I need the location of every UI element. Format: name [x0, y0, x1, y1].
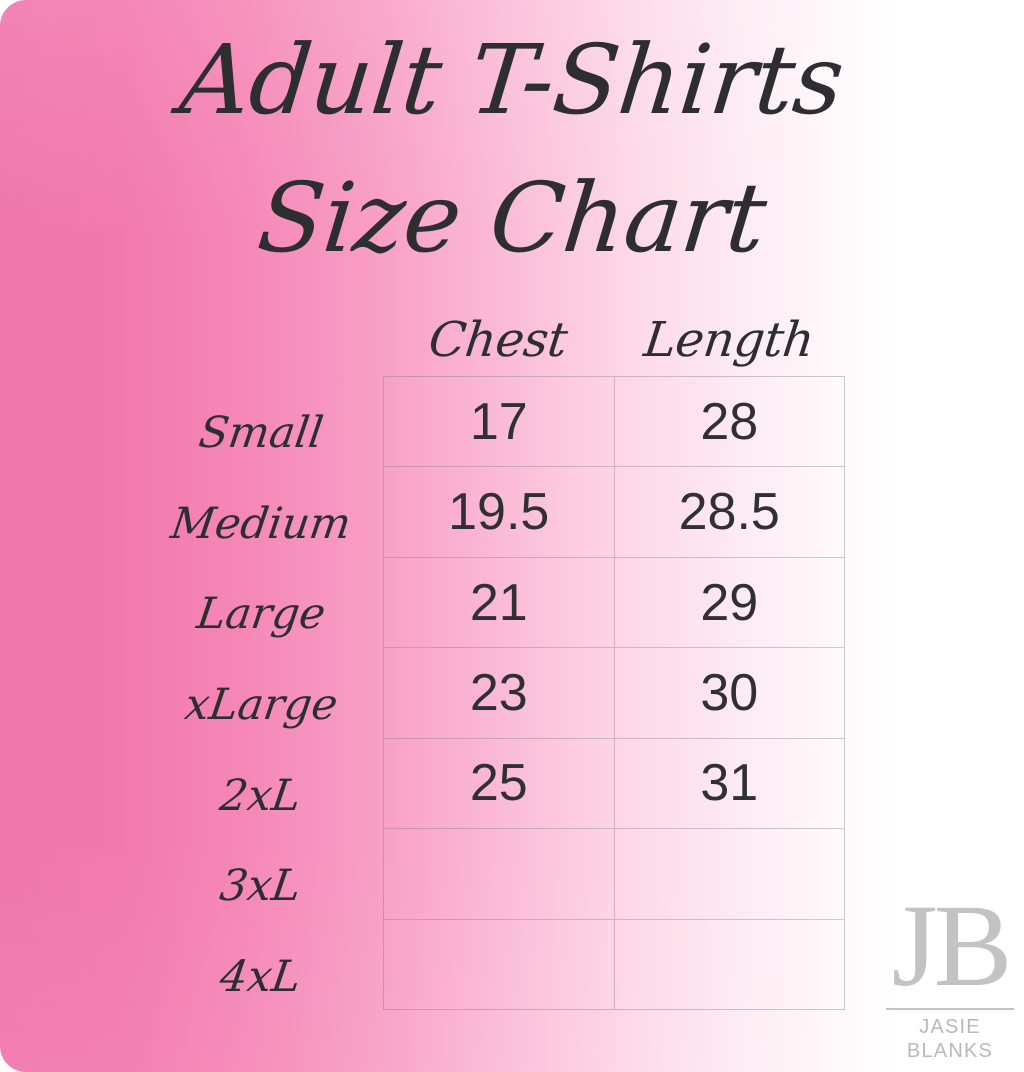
- page-title-line-2: Size Chart: [252, 162, 772, 274]
- cell-length-2xl: 31: [615, 739, 845, 828]
- cell-value: 21: [469, 573, 528, 632]
- page-title-line-1: Adult T-Shirts: [175, 24, 849, 136]
- size-label-xlarge: xLarge: [181, 679, 341, 730]
- cell-value: 19.5: [448, 483, 550, 542]
- logo-brand-name: JASIE BLANKS: [906, 1016, 994, 1062]
- cell-value: 28.5: [678, 483, 780, 542]
- table-row: 23 30: [384, 648, 845, 739]
- cell-value: 29: [700, 573, 759, 632]
- cell-length-xlarge: 30: [615, 648, 845, 737]
- cell-chest-small: 17: [384, 377, 615, 467]
- size-label-large: Large: [193, 589, 329, 640]
- size-label-row: 3xL: [150, 829, 375, 920]
- table-row: 25 31: [384, 738, 845, 830]
- size-label-row: Small: [150, 376, 375, 467]
- measurements-grid: 17 28 19.5 28.5 21 29 23: [383, 376, 845, 1010]
- size-label-small: Small: [195, 408, 327, 459]
- cell-chest-4xl: [384, 919, 615, 1009]
- cell-length-3xl: [615, 829, 845, 918]
- logo-divider: [886, 1008, 1014, 1010]
- table-row: 17 28: [384, 377, 845, 468]
- cell-length-small: 28: [615, 377, 845, 466]
- cell-value: 31: [700, 754, 759, 813]
- size-label-4xl: 4xL: [217, 951, 305, 1002]
- cell-value: 17: [469, 392, 528, 451]
- table-row: 21 29: [384, 557, 845, 649]
- cell-chest-3xl: [384, 829, 615, 919]
- logo-monogram-icon: JB: [891, 880, 1013, 1011]
- cell-length-medium: 28.5: [615, 467, 845, 556]
- cell-chest-2xl: 25: [384, 738, 615, 829]
- brand-logo: JB JASIE BLANKS: [884, 886, 1016, 1063]
- size-label-medium: Medium: [167, 498, 354, 549]
- cell-chest-medium: 19.5: [384, 467, 615, 557]
- cell-length-large: 29: [615, 558, 845, 647]
- size-label-row: Large: [150, 557, 375, 648]
- size-label-row: 4xL: [150, 919, 375, 1010]
- size-label-row: 2xL: [150, 738, 375, 829]
- cell-value: 25: [469, 754, 528, 813]
- column-header-length: Length: [640, 312, 818, 368]
- size-label-2xl: 2xL: [217, 770, 305, 821]
- cell-chest-large: 21: [384, 557, 615, 648]
- table-row: [384, 919, 845, 1009]
- cell-value: 23: [469, 663, 528, 722]
- size-label-row: xLarge: [150, 648, 375, 739]
- size-label-3xl: 3xL: [217, 861, 305, 912]
- size-label-column: Small Medium Large xLarge 2xL 3xL 4xL: [150, 376, 375, 1010]
- cell-value: 28: [700, 392, 759, 451]
- cell-chest-xlarge: 23: [384, 648, 615, 738]
- column-header-chest: Chest: [425, 312, 571, 368]
- cell-length-4xl: [615, 920, 845, 1009]
- cell-value: 30: [700, 663, 759, 722]
- table-row: [384, 829, 845, 920]
- size-label-row: Medium: [150, 467, 375, 558]
- table-row: 19.5 28.5: [384, 467, 845, 558]
